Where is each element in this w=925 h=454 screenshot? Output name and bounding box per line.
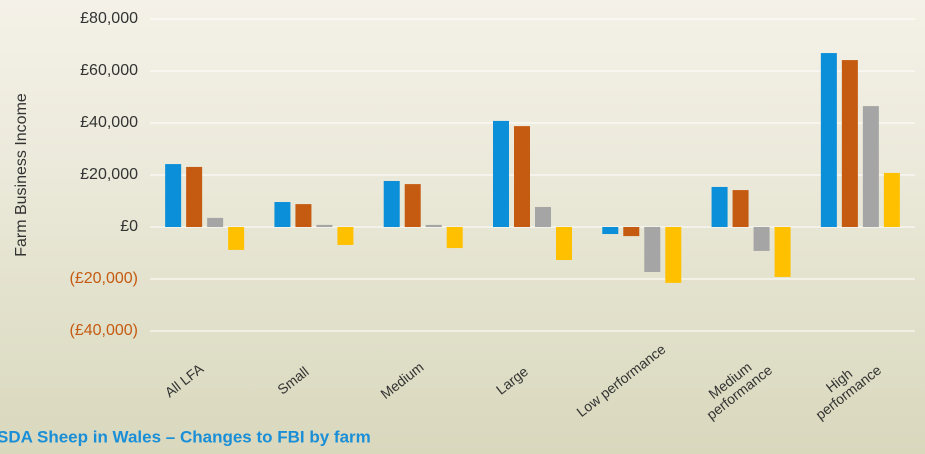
bar	[883, 172, 900, 227]
bar	[602, 227, 619, 235]
bar	[165, 164, 182, 227]
bar	[665, 227, 682, 283]
bar	[425, 224, 442, 227]
bar	[337, 227, 354, 245]
bar	[446, 227, 463, 249]
bar	[820, 53, 837, 228]
bar	[711, 186, 728, 227]
y-tick-label: £20,000	[80, 166, 138, 183]
bar	[404, 184, 421, 227]
chart-title: SDA Sheep in Wales – Changes to FBI by f…	[0, 427, 371, 446]
bar	[228, 227, 245, 250]
y-tick-label: £40,000	[80, 114, 138, 131]
y-tick-label: £80,000	[80, 10, 138, 27]
bar	[316, 224, 333, 227]
y-tick-label: (£40,000)	[70, 322, 139, 339]
y-axis-label: Farm Business Income	[13, 93, 30, 257]
bar	[732, 190, 749, 227]
bar	[841, 60, 858, 227]
bar	[207, 217, 224, 227]
bar	[186, 166, 203, 227]
bar	[644, 227, 661, 272]
y-tick-label: £60,000	[80, 62, 138, 79]
bar	[623, 227, 640, 237]
bar	[295, 204, 312, 227]
bar	[774, 227, 791, 277]
bar	[753, 227, 770, 251]
y-tick-label: £0	[120, 218, 138, 235]
bar	[862, 106, 879, 227]
y-tick-label: (£20,000)	[70, 270, 139, 287]
bar	[493, 120, 509, 227]
bar	[274, 202, 291, 227]
bar	[514, 126, 530, 227]
bar	[383, 180, 400, 227]
bar	[535, 206, 551, 227]
bar	[556, 227, 572, 261]
